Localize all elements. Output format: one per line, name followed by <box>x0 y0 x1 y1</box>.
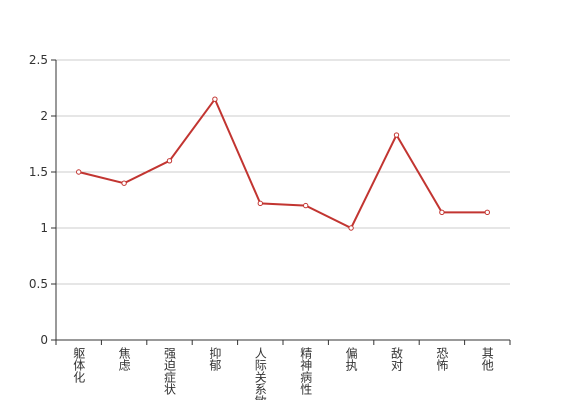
y-tick-label: 1.5 <box>29 165 48 179</box>
x-tick-label: 人际关系敏感 <box>253 347 267 400</box>
point <box>348 225 354 231</box>
x-tick-label: 敌对 <box>390 346 404 371</box>
point <box>76 169 82 175</box>
y-tick-label: 2 <box>40 109 48 123</box>
x-tick-label: 强迫症状 <box>163 347 177 395</box>
y-tick-label: 0.5 <box>29 277 48 291</box>
x-tick-label: 其他 <box>480 347 494 371</box>
line <box>78 97 488 230</box>
point <box>303 202 309 209</box>
y-tick-label: 1 <box>40 221 48 235</box>
point <box>257 200 263 207</box>
x-tick-label: 抑郁 <box>208 346 222 372</box>
point <box>166 158 173 164</box>
point <box>393 132 400 138</box>
x-tick-label: 焦虑 <box>117 347 131 371</box>
x-tick-label: 恐怖 <box>435 347 449 371</box>
x-tick-label: 躯体化 <box>72 346 86 384</box>
point <box>439 209 445 216</box>
y-tick-label: 2.5 <box>29 53 48 67</box>
y-tick-label: 0 <box>40 333 48 347</box>
point <box>212 96 218 102</box>
point <box>121 180 127 186</box>
x-tick-label: 偏执 <box>344 346 358 372</box>
point <box>484 209 490 216</box>
x-tick-label: 精神病性 <box>299 347 313 396</box>
